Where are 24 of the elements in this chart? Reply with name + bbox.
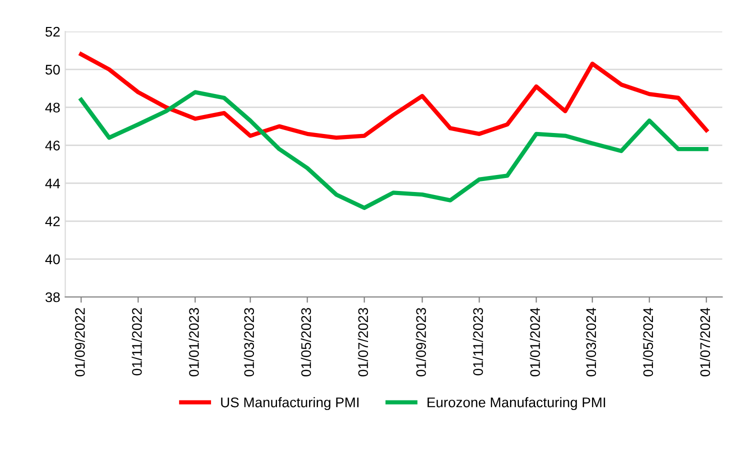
x-tick-label: 01/07/2023 xyxy=(358,308,368,376)
y-tick-label: 44 xyxy=(45,178,60,188)
x-tick-label: 01/03/2024 xyxy=(586,308,596,376)
x-tick-label: 01/11/2022 xyxy=(132,308,142,376)
line-series xyxy=(79,90,708,210)
x-tick-label: 01/11/2023 xyxy=(472,308,483,376)
y-tick-label: 46 xyxy=(45,140,60,150)
y-tick-label: 42 xyxy=(45,216,60,226)
x-tick-label: 01/07/2024 xyxy=(700,308,710,376)
x-tick-label: 01/05/2024 xyxy=(642,308,654,376)
x-tick-label: 01/05/2023 xyxy=(300,308,312,376)
x-tick-label: 01/03/2023 xyxy=(244,308,254,376)
legend-label: Eurozone Manufacturing PMI xyxy=(428,397,606,410)
legend-label: US Manufacturing PMI xyxy=(221,397,359,410)
line-series xyxy=(79,52,708,140)
x-tick-label: 01/09/2022 xyxy=(74,308,85,376)
x-tick-label: 01/01/2023 xyxy=(188,308,199,376)
y-tick-label: 38 xyxy=(45,292,60,302)
x-tick-label: 01/01/2024 xyxy=(530,308,540,376)
x-tick-label: 01/09/2023 xyxy=(416,308,426,376)
y-tick-label: 50 xyxy=(45,64,60,75)
y-tick-label: 40 xyxy=(45,254,60,264)
y-tick-label: 48 xyxy=(45,102,60,113)
y-tick-label: 52 xyxy=(45,26,60,37)
